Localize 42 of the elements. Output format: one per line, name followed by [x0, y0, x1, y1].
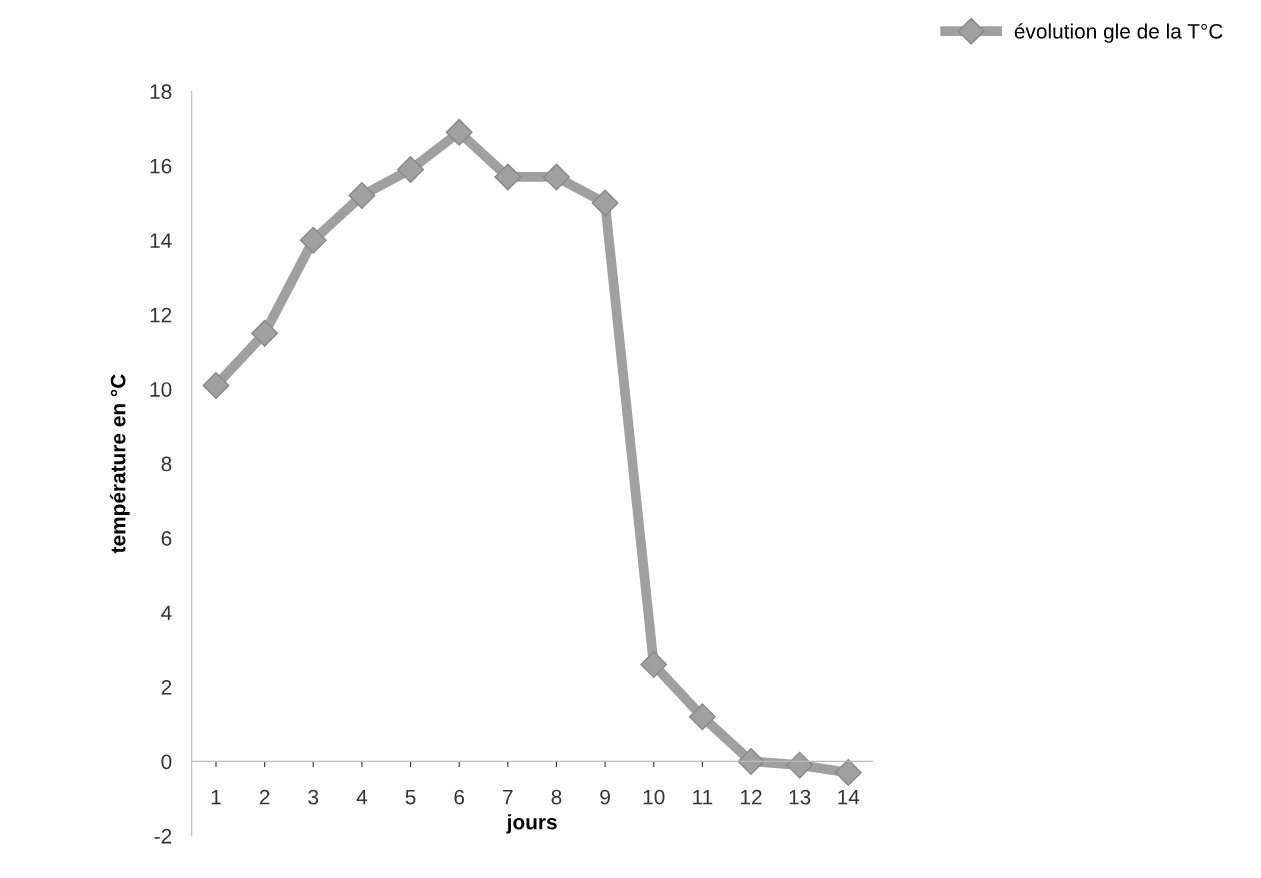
- y-tick-label: 2: [161, 679, 172, 695]
- y-axis-title: température en °C: [110, 374, 130, 554]
- x-tick-label: 8: [551, 789, 562, 805]
- x-tick-label: 13: [789, 789, 811, 805]
- y-tick-label: 6: [161, 531, 172, 546]
- point: [397, 156, 425, 183]
- point: [591, 189, 619, 217]
- point: [202, 371, 230, 399]
- point: [542, 163, 570, 191]
- legend-label: évolution gle de la T°C: [1014, 23, 1223, 43]
- point: [786, 751, 814, 779]
- x-tick-label: 7: [503, 789, 513, 805]
- y-tick-label: 12: [150, 307, 172, 323]
- x-tick-label: 6: [454, 789, 465, 805]
- x-tick-label: 1: [211, 789, 221, 805]
- x-tick-label: 2: [259, 789, 270, 805]
- x-axis-title: jours: [506, 814, 557, 834]
- x-tick-label: 3: [308, 789, 319, 805]
- point: [299, 226, 327, 254]
- point: [688, 703, 716, 731]
- point: [494, 163, 522, 191]
- x-tick-label: 4: [356, 789, 368, 805]
- x-tick-label: 9: [600, 789, 610, 805]
- point: [737, 747, 765, 775]
- x-tick-label: 12: [741, 789, 762, 805]
- y-tick-label: 14: [150, 233, 172, 248]
- y-tick-label: 18: [150, 84, 172, 100]
- x-tick-label: 14: [838, 789, 860, 805]
- y-tick-label: 16: [150, 158, 172, 174]
- y-tick-label: 8: [161, 456, 172, 472]
- point: [834, 759, 862, 787]
- point: [445, 118, 473, 146]
- y-tick-label: 4: [161, 605, 172, 621]
- point: [640, 651, 668, 679]
- x-tick-label: 10: [643, 789, 665, 805]
- point: [348, 182, 376, 210]
- y-tick-label: -2: [154, 828, 172, 844]
- y-tick-label: 0: [161, 754, 172, 770]
- y-tick-label: 10: [150, 382, 172, 397]
- x-tick-label: 5: [405, 789, 416, 805]
- x-tick-label: 11: [693, 789, 713, 805]
- point: [251, 319, 279, 347]
